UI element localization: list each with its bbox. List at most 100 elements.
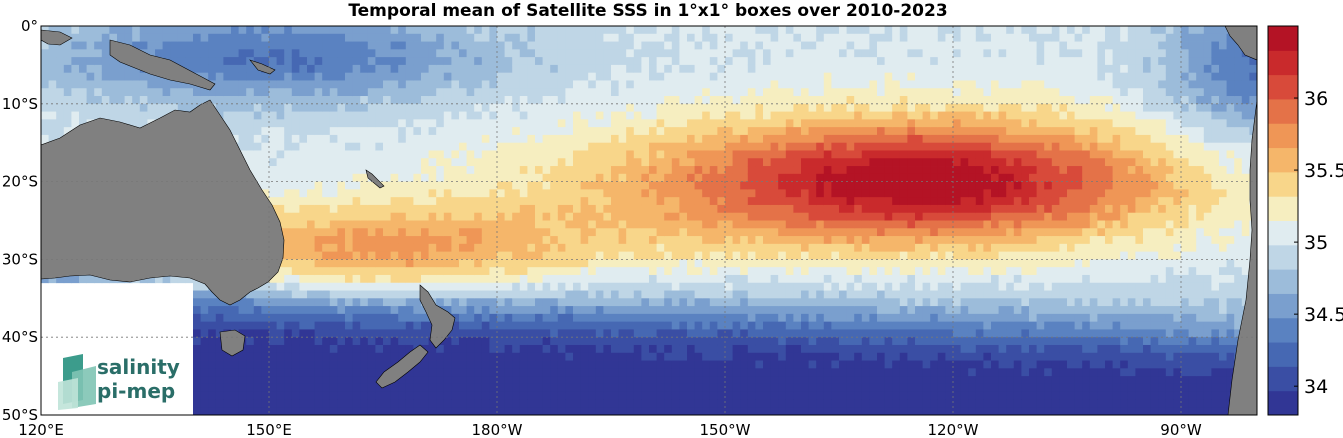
- sss-cell: [573, 41, 581, 50]
- sss-cell: [322, 189, 331, 198]
- sss-cell: [763, 228, 771, 237]
- sss-cell: [519, 189, 528, 198]
- sss-cell: [557, 228, 566, 237]
- sss-cell: [329, 399, 338, 408]
- sss-cell: [633, 80, 642, 89]
- sss-cell: [504, 173, 513, 182]
- sss-cell: [740, 251, 749, 260]
- sss-cell: [671, 204, 680, 214]
- sss-cell: [626, 298, 635, 307]
- sss-cell: [831, 166, 840, 175]
- sss-cell: [816, 243, 825, 253]
- sss-cell: [687, 142, 695, 151]
- sss-cell: [208, 49, 217, 58]
- sss-cell: [375, 72, 384, 81]
- sss-cell: [504, 344, 513, 354]
- sss-cell: [497, 33, 505, 42]
- sss-cell: [823, 251, 832, 260]
- sss-cell: [763, 181, 771, 190]
- sss-cell: [740, 236, 749, 245]
- sss-cell: [823, 111, 832, 120]
- sss-cell: [846, 111, 855, 120]
- sss-cell: [291, 80, 300, 89]
- sss-cell: [390, 290, 399, 299]
- sss-cell: [337, 251, 346, 260]
- sss-cell: [687, 282, 695, 291]
- sss-cell: [664, 259, 673, 268]
- sss-cell: [709, 337, 718, 346]
- sss-cell: [618, 259, 627, 268]
- sss-cell: [611, 88, 619, 97]
- sss-cell: [253, 80, 262, 89]
- sss-cell: [337, 142, 346, 151]
- sss-cell: [474, 212, 483, 221]
- sss-cell: [519, 274, 528, 284]
- sss-cell: [147, 72, 156, 81]
- sss-cell: [314, 166, 323, 175]
- sss-cell: [466, 243, 475, 253]
- sss-cell: [215, 313, 224, 323]
- sss-cell: [626, 127, 635, 136]
- sss-cell: [261, 49, 270, 58]
- sss-cell: [763, 329, 771, 338]
- sss-cell: [466, 368, 475, 377]
- sss-cell: [641, 134, 650, 144]
- sss-cell: [208, 329, 217, 338]
- sss-cell: [831, 26, 840, 35]
- sss-cell: [519, 204, 528, 214]
- sss-cell: [474, 111, 483, 120]
- sss-cell: [109, 33, 118, 42]
- sss-cell: [405, 49, 414, 58]
- sss-cell: [124, 80, 133, 89]
- sss-cell: [56, 103, 65, 112]
- sss-cell: [519, 243, 528, 253]
- sss-cell: [747, 368, 756, 377]
- sss-cell: [656, 197, 665, 206]
- sss-cell: [732, 259, 741, 268]
- sss-cell: [405, 173, 414, 182]
- sss-cell: [269, 197, 277, 206]
- sss-cell: [421, 360, 429, 369]
- sss-cell: [497, 274, 505, 284]
- sss-cell: [633, 352, 642, 361]
- sss-cell: [307, 337, 315, 346]
- sss-cell: [785, 407, 794, 415]
- sss-cell: [823, 166, 832, 175]
- sss-cell: [269, 321, 277, 330]
- sss-cell: [291, 274, 300, 284]
- sss-cell: [322, 243, 331, 253]
- sss-cell: [747, 173, 756, 182]
- sss-cell: [573, 391, 581, 400]
- sss-cell: [504, 321, 513, 330]
- sss-cell: [565, 33, 574, 42]
- sss-cell: [466, 306, 475, 315]
- sss-cell: [139, 88, 148, 97]
- sss-cell: [785, 181, 794, 190]
- sss-cell: [459, 204, 467, 214]
- sss-cell: [846, 166, 855, 175]
- sss-cell: [801, 306, 809, 315]
- sss-cell: [816, 204, 825, 214]
- sss-cell: [717, 236, 726, 245]
- sss-cell: [375, 197, 384, 206]
- sss-cell: [390, 313, 399, 323]
- sss-cell: [778, 274, 787, 284]
- sss-cell: [345, 103, 353, 112]
- sss-cell: [519, 352, 528, 361]
- sss-cell: [360, 383, 369, 393]
- sss-cell: [459, 321, 467, 330]
- sss-cell: [550, 103, 559, 112]
- sss-cell: [823, 368, 832, 377]
- sss-cell: [717, 57, 726, 66]
- sss-cell: [451, 383, 460, 393]
- sss-cell: [664, 329, 673, 338]
- sss-cell: [223, 352, 232, 361]
- sss-cell: [329, 134, 338, 144]
- sss-cell: [557, 236, 566, 245]
- sss-cell: [367, 329, 376, 338]
- sss-cell: [709, 282, 718, 291]
- sss-cell: [170, 88, 179, 97]
- sss-cell: [801, 321, 809, 330]
- sss-cell: [253, 72, 262, 81]
- sss-cell: [679, 189, 688, 198]
